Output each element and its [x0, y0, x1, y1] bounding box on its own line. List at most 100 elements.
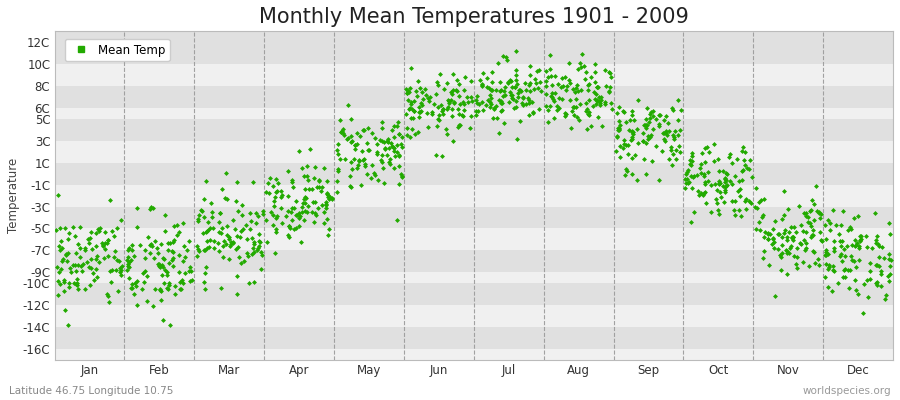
Point	[494, 100, 508, 106]
Point	[583, 123, 598, 129]
Point	[476, 70, 491, 76]
Point	[239, 222, 254, 228]
Point	[563, 124, 578, 131]
Point	[643, 134, 657, 140]
Point	[727, 198, 742, 204]
Point	[550, 103, 564, 109]
Point	[811, 256, 825, 262]
Point	[579, 100, 593, 106]
Point	[231, 253, 246, 260]
Point	[156, 255, 170, 262]
Point	[727, 173, 742, 179]
Point	[413, 108, 428, 114]
Point	[392, 131, 406, 137]
Point	[83, 282, 97, 288]
Point	[504, 78, 518, 84]
Point	[436, 106, 450, 112]
Point	[392, 153, 406, 159]
Point	[157, 256, 171, 262]
Point	[250, 213, 265, 220]
Point	[298, 208, 312, 214]
Point	[491, 130, 506, 136]
Point	[230, 245, 244, 252]
Point	[130, 278, 144, 284]
Point	[777, 187, 791, 194]
Point	[50, 292, 65, 298]
Point	[739, 196, 753, 203]
Point	[197, 214, 211, 220]
Point	[878, 296, 892, 302]
Point	[243, 210, 257, 216]
Point	[716, 183, 731, 190]
Point	[709, 187, 724, 194]
Point	[812, 210, 826, 216]
Point	[319, 201, 333, 207]
Point	[590, 98, 604, 104]
Point	[321, 192, 336, 198]
Point	[489, 103, 503, 109]
Point	[752, 199, 766, 205]
Point	[538, 67, 553, 74]
Point	[84, 229, 98, 235]
Point	[792, 203, 806, 209]
Point	[625, 134, 639, 140]
Point	[176, 280, 191, 286]
Point	[592, 100, 607, 106]
Point	[317, 220, 331, 226]
Point	[89, 274, 104, 280]
Point	[464, 78, 478, 85]
Point	[104, 267, 119, 273]
Point	[590, 84, 605, 90]
Point	[718, 187, 733, 193]
Point	[100, 291, 114, 298]
Point	[447, 99, 462, 105]
Point	[305, 186, 320, 192]
Point	[156, 317, 170, 324]
Point	[673, 149, 688, 155]
Point	[313, 188, 328, 195]
Point	[869, 239, 884, 246]
Point	[782, 250, 796, 256]
Point	[183, 264, 197, 270]
Point	[77, 245, 92, 252]
Point	[860, 244, 875, 250]
Point	[308, 199, 322, 205]
Point	[825, 288, 840, 294]
Point	[749, 226, 763, 233]
Point	[402, 105, 417, 112]
Point	[74, 263, 88, 270]
Point	[197, 196, 211, 202]
Point	[452, 122, 466, 128]
Point	[579, 69, 593, 75]
Point	[528, 76, 543, 82]
Point	[780, 206, 795, 212]
Point	[480, 101, 494, 108]
Point	[226, 240, 240, 246]
Point	[266, 183, 280, 190]
Point	[732, 178, 746, 184]
Point	[817, 222, 832, 228]
Point	[364, 130, 379, 136]
Point	[203, 200, 218, 206]
Point	[394, 134, 409, 140]
Point	[450, 106, 464, 112]
Point	[550, 107, 564, 114]
Point	[767, 244, 781, 251]
Point	[798, 228, 813, 235]
Point	[146, 303, 160, 310]
Point	[610, 110, 625, 116]
Point	[598, 83, 613, 90]
Point	[612, 104, 626, 110]
Point	[94, 224, 108, 231]
Point	[539, 83, 554, 89]
Point	[464, 125, 478, 131]
Point	[623, 117, 637, 124]
Point	[400, 90, 415, 97]
Point	[121, 263, 135, 270]
Point	[199, 229, 213, 235]
Point	[152, 286, 166, 293]
Point	[485, 79, 500, 85]
Point	[786, 234, 800, 240]
Point	[673, 106, 688, 113]
Point	[826, 263, 841, 269]
